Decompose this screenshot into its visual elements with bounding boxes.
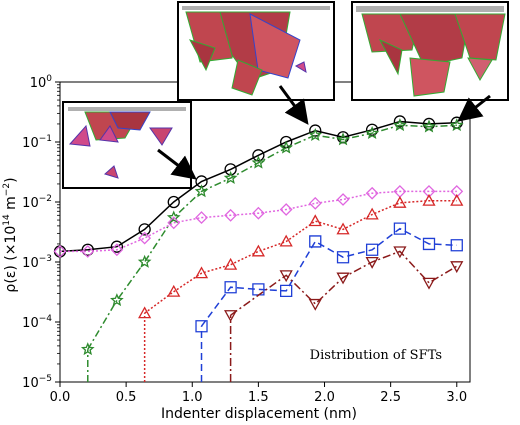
data-point: [279, 234, 293, 247]
data-point: [167, 195, 180, 209]
data-point: [336, 272, 350, 285]
data-point: [279, 203, 293, 216]
arrow-middle-inset: [278, 85, 309, 125]
data-point: [422, 119, 436, 133]
plot-area: 0.0 0.5 1.0 1.5 2.0 2.5 3.0 10−5 10−4 10−3 10−2 10−…: [22, 74, 471, 405]
data-point: [138, 223, 151, 236]
x-axis-title: Indenter displacement (nm): [161, 406, 357, 422]
data-point: [393, 118, 407, 132]
series-line: [200, 227, 457, 327]
data-point: [365, 126, 379, 140]
data-point: [309, 235, 322, 248]
data-point: [365, 243, 379, 256]
series-line: [59, 120, 457, 253]
data-point: [110, 243, 124, 257]
inset-arrows: [157, 85, 491, 180]
x-tick-label: 1.5: [248, 390, 269, 405]
data-point: [81, 243, 94, 256]
data-point: [251, 244, 265, 257]
data-point: [422, 185, 436, 198]
data-point: [195, 320, 208, 333]
data-point: [252, 283, 265, 296]
data-point: [309, 124, 322, 137]
y-tick-label: 10−4: [22, 314, 52, 331]
insets: [62, 1, 509, 189]
data-point: [81, 245, 95, 258]
data-point: [224, 208, 238, 222]
data-point: [252, 149, 265, 162]
y-axis-title: ρ(ε) (×1014 m−2): [2, 177, 19, 292]
data-point: [308, 214, 322, 227]
data-point: [167, 216, 181, 230]
series-line: [144, 199, 457, 314]
x-tick-label: 2.0: [314, 390, 335, 405]
data-point: [308, 196, 322, 210]
data-point: [308, 298, 322, 311]
inset-middle-snapshot: [177, 1, 335, 101]
series-line: [230, 250, 458, 316]
x-tick-label: 0.0: [50, 390, 71, 405]
data-point: [450, 261, 464, 274]
x-tick-label: 0.5: [116, 390, 137, 405]
data-point: [166, 210, 181, 224]
data-point: [336, 222, 350, 235]
data-point: [195, 211, 208, 224]
x-tick-label: 2.5: [380, 390, 401, 405]
data-point: [279, 270, 293, 283]
data-point: [308, 127, 323, 141]
data-point: [138, 231, 152, 245]
chart-annotation: Distribution of SFTs: [310, 348, 442, 363]
data-point: [336, 132, 350, 146]
data-point: [224, 281, 237, 294]
data-point: [365, 256, 379, 269]
data-point: [336, 251, 350, 264]
arrow-right-inset: [457, 94, 491, 122]
data-point: [422, 193, 436, 206]
x-tick-label: 3.0: [446, 390, 467, 405]
data-point: [137, 254, 152, 268]
data-point: [450, 239, 463, 252]
data-point: [393, 246, 407, 259]
y-tick-label: 10−1: [22, 134, 52, 151]
data-point: [450, 185, 464, 198]
inset-right-snapshot: [351, 1, 509, 101]
data-point: [365, 207, 379, 220]
data-point: [53, 245, 67, 258]
data-point: [422, 277, 436, 290]
data-point: [224, 310, 238, 323]
data-point: [223, 170, 238, 184]
inset-left-snapshot: [62, 101, 192, 189]
data-point: [336, 193, 350, 206]
data-point: [194, 266, 209, 279]
data-point: [224, 257, 238, 270]
data-point: [449, 118, 464, 132]
y-tick-label: 10−3: [22, 254, 52, 271]
data-point: [251, 206, 265, 220]
y-tick-label: 10−5: [22, 374, 52, 391]
data-point: [167, 284, 181, 297]
data-point: [110, 293, 124, 307]
x-tick-label: 1.0: [182, 390, 203, 405]
data-point: [393, 222, 407, 235]
series-line: [60, 190, 457, 253]
data-point: [280, 284, 293, 298]
data-point: [251, 155, 266, 169]
data-point: [194, 184, 209, 198]
data-point: [80, 342, 95, 356]
data-point: [110, 240, 124, 253]
y-tick-label: 10−2: [22, 194, 52, 211]
series-line: [87, 124, 457, 350]
data-point: [365, 186, 379, 200]
data-point: [393, 195, 407, 208]
data-point: [393, 115, 407, 128]
data-point: [224, 163, 237, 176]
arrow-left-inset: [157, 148, 197, 180]
data-point: [422, 237, 436, 251]
y-tick-label: 100: [30, 74, 53, 91]
data-point: [138, 306, 152, 319]
data-point: [279, 140, 294, 154]
data-point: [450, 193, 464, 206]
